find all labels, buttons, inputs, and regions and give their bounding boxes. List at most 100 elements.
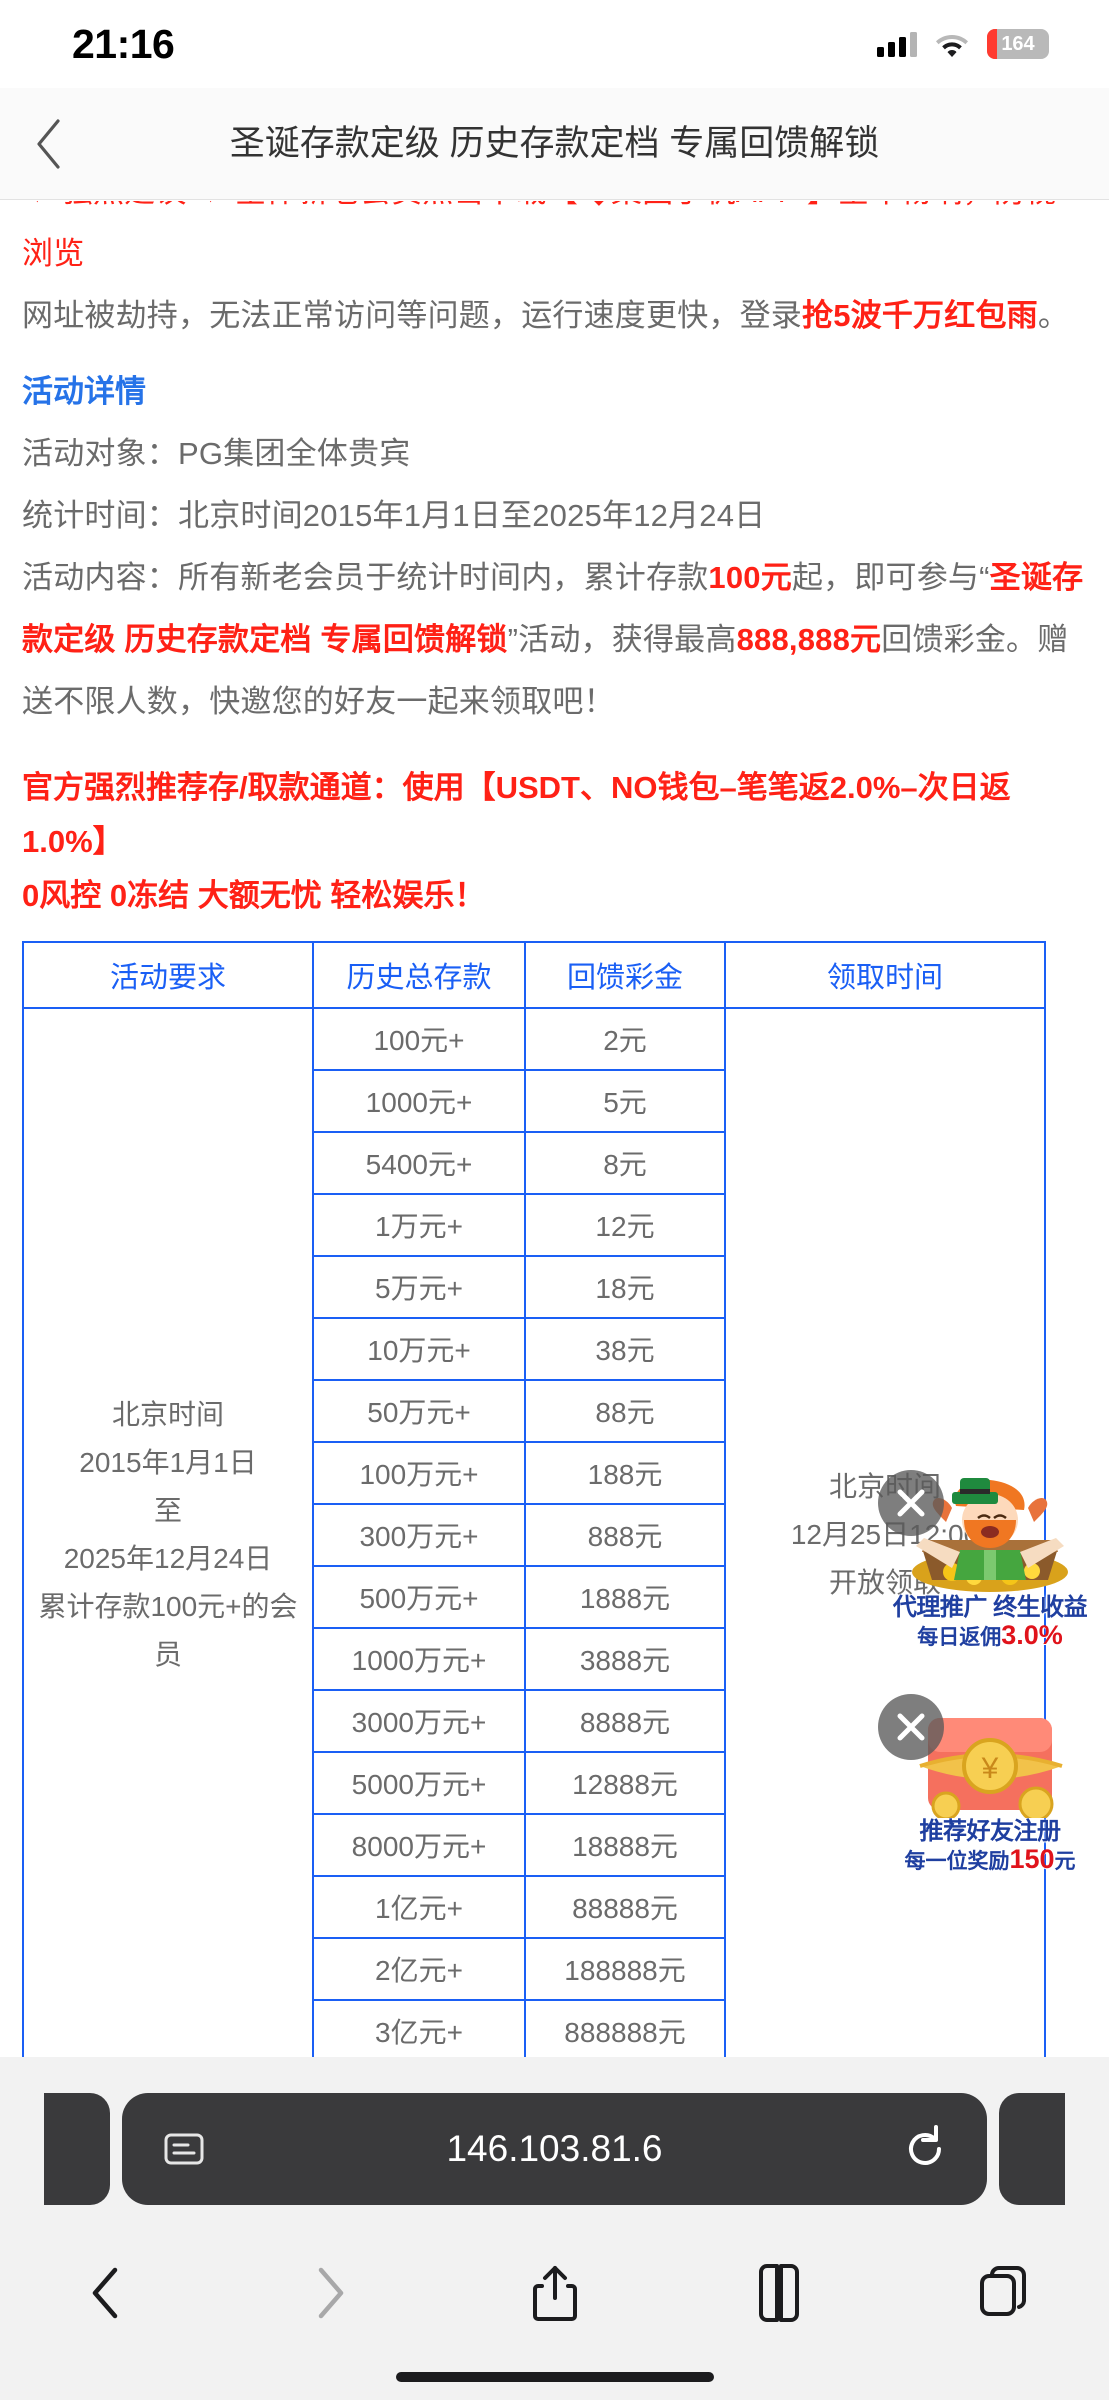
activity-target-line: 活动对象：PG集团全体贵宾 bbox=[22, 436, 411, 471]
content-hl-2: 圣诞存款定级 历史存款定档 专属回馈解锁 bbox=[22, 560, 1084, 657]
content-seg-1: 活动内容：所有新老会员于统计时间内，累计存款 bbox=[22, 560, 709, 595]
cell-total-deposit: 1000万元+ bbox=[312, 1627, 526, 1691]
table-header-row: 活动要求 历史总存款 回馈彩金 领取时间 bbox=[22, 941, 1046, 1009]
cell-total-deposit: 1000元+ bbox=[312, 1069, 526, 1133]
status-bar: 21:16 164 bbox=[0, 0, 1109, 88]
red-envelope-coin-image: ¥ bbox=[890, 1700, 1090, 1818]
cell-bonus-amount: 12888元 bbox=[524, 1751, 726, 1815]
bookmarks-icon bbox=[758, 2264, 799, 2322]
nav-forward-button[interactable] bbox=[284, 2247, 376, 2339]
clipped-promo-line: ▼ 强烈建议 ▼ 全体新老会员点击下载【 ◆集团手机APP 】全年畅响，防视浏览 bbox=[22, 201, 1087, 285]
cell-bonus-amount: 8888元 bbox=[524, 1689, 726, 1753]
cellular-signal-icon bbox=[877, 31, 917, 57]
cell-bonus-amount: 12元 bbox=[524, 1193, 726, 1257]
cell-bonus-amount: 5元 bbox=[524, 1069, 726, 1133]
promo-text-a: 网址被劫持，无法正常访问等问题，运行速度更快，登录 bbox=[22, 298, 802, 333]
forward-icon bbox=[319, 2267, 344, 2319]
cell-total-deposit: 500万元+ bbox=[312, 1565, 526, 1629]
chevron-left-icon bbox=[37, 118, 60, 169]
svg-text:¥: ¥ bbox=[981, 1752, 999, 1785]
share-icon bbox=[532, 2266, 577, 2321]
ad2-sub-pre: 每一位奖励 bbox=[904, 1850, 1010, 1873]
address-bar[interactable]: 146.103.81.6 bbox=[122, 2093, 987, 2205]
ad1-caption-sub: 每日返佣3.0% bbox=[890, 1622, 1090, 1651]
cell-activity-requirement: 北京时间 2015年1月1日至 2025年12月24日 累计存款100元+的会员 bbox=[22, 1007, 314, 2057]
table-row: 500万元+ 1888元 bbox=[23, 1565, 1045, 1629]
content-seg-4: 回馈彩金。赠送不限人数，快邀您的好友一起来领取吧！ bbox=[22, 622, 1069, 719]
table-row: 2亿元+ 188888元 bbox=[23, 1937, 1045, 2001]
cell-total-deposit: 1万元+ bbox=[312, 1193, 526, 1257]
back-button[interactable] bbox=[0, 88, 96, 200]
table-row: 5万元+ 18元 bbox=[23, 1255, 1045, 1319]
home-indicator bbox=[395, 2372, 714, 2382]
ad1-caption-main: 代理推广 终生收益 bbox=[892, 1594, 1088, 1621]
promo-paragraph: 网址被劫持，无法正常访问等问题，运行速度更快，登录抢5波千万红包雨。 bbox=[22, 285, 1087, 347]
cell-bonus-amount: 88888元 bbox=[524, 1875, 726, 1939]
wifi-icon bbox=[936, 35, 968, 57]
cell-total-deposit: 1亿元+ bbox=[312, 1875, 526, 1939]
table-row: 300万元+ 888元 bbox=[23, 1503, 1045, 1567]
ad-close-button-2[interactable] bbox=[878, 1694, 944, 1760]
risk-free-line: 0风控 0冻结 大额无忧 轻松娱乐！ bbox=[22, 878, 486, 913]
table-row: 10万元+ 38元 bbox=[23, 1317, 1045, 1381]
cell-total-deposit: 3000万元+ bbox=[312, 1689, 526, 1753]
content-seg-3: ”活动，获得最高 bbox=[507, 622, 737, 657]
cell-bonus-amount: 888888元 bbox=[524, 1999, 726, 2057]
reload-icon[interactable] bbox=[899, 2123, 951, 2175]
cell-bonus-amount: 188元 bbox=[524, 1441, 726, 1505]
recommended-channel-line: 官方强烈推荐存/取款通道：使用【USDT、NO钱包–笔笔返2.0%–次日返1.0… bbox=[22, 770, 1011, 859]
table-row: 8000万元+ 18888元 bbox=[23, 1813, 1045, 1877]
cell-bonus-amount: 2元 bbox=[524, 1007, 726, 1071]
ad2-sub-post: 元 bbox=[1054, 1850, 1076, 1873]
nav-back-button[interactable] bbox=[60, 2247, 152, 2339]
activity-stat-time-line: 统计时间：北京时间2015年1月1日至2025年12月24日 bbox=[22, 498, 766, 533]
ad1-sub-highlight: 3.0% bbox=[1001, 1620, 1063, 1650]
ad2-sub-highlight: 150 bbox=[1009, 1844, 1055, 1874]
safari-toolbar bbox=[0, 2233, 1109, 2353]
th-claim-time: 领取时间 bbox=[724, 941, 1046, 1009]
section-heading-activity-details: 活动详情 bbox=[22, 374, 146, 409]
cell-total-deposit: 5万元+ bbox=[312, 1255, 526, 1319]
cell-bonus-amount: 3888元 bbox=[524, 1627, 726, 1691]
page-header: 圣诞存款定级 历史存款定档 专属回馈解锁 bbox=[0, 88, 1109, 200]
status-indicators: 164 bbox=[877, 29, 1049, 59]
cell-bonus-amount: 88元 bbox=[524, 1379, 726, 1443]
content-seg-2: 起，即可参与“ bbox=[791, 560, 990, 595]
tabs-button[interactable] bbox=[957, 2247, 1049, 2339]
table-row: 3亿元+ 888888元 bbox=[23, 1999, 1045, 2057]
cell-total-deposit: 3亿元+ bbox=[312, 1999, 526, 2057]
prev-tab-edge[interactable] bbox=[44, 2093, 110, 2205]
table-row: 1亿元+ 88888元 bbox=[23, 1875, 1045, 1939]
promo-text-b: 。 bbox=[1037, 298, 1070, 333]
share-button[interactable] bbox=[509, 2247, 601, 2339]
cell-bonus-amount: 188888元 bbox=[524, 1937, 726, 2001]
ad2-caption-sub: 每一位奖励150元 bbox=[890, 1846, 1090, 1875]
leprechaun-treasure-image bbox=[890, 1476, 1090, 1594]
cell-total-deposit: 5400元+ bbox=[312, 1131, 526, 1195]
next-tab-edge[interactable] bbox=[999, 2093, 1065, 2205]
article-body: ▼ 强烈建议 ▼ 全体新老会员点击下载【 ◆集团手机APP 】全年畅响，防视浏览… bbox=[0, 201, 1109, 2057]
cell-bonus-amount: 8元 bbox=[524, 1131, 726, 1195]
floating-ad-agent-promo[interactable]: 代理推广 终生收益 每日返佣3.0% bbox=[878, 1470, 1090, 1651]
floating-ad-referral[interactable]: ¥ 推荐好友注册 每一位奖励150元 bbox=[878, 1694, 1090, 1875]
ad-close-button-1[interactable] bbox=[878, 1470, 944, 1536]
ad2-caption-main: 推荐好友注册 bbox=[919, 1818, 1062, 1845]
page-title: 圣诞存款定级 历史存款定档 专属回馈解锁 bbox=[229, 123, 880, 163]
table-row: 100万元+ 188元 bbox=[23, 1441, 1045, 1505]
cell-total-deposit: 300万元+ bbox=[312, 1503, 526, 1567]
table-row: 5400元+ 8元 bbox=[23, 1131, 1045, 1195]
content-hl-3: 888,888元 bbox=[736, 622, 882, 657]
url-text: 146.103.81.6 bbox=[446, 2128, 663, 2169]
bookmarks-button[interactable] bbox=[733, 2247, 825, 2339]
reader-view-icon[interactable] bbox=[158, 2123, 210, 2175]
safari-bottom-chrome: 146.103.81.6 bbox=[0, 2057, 1109, 2400]
cell-total-deposit: 100元+ bbox=[312, 1007, 526, 1071]
clipped-promo-text: ▼ 强烈建议 ▼ 全体新老会员点击下载【 ◆集团手机APP 】全年畅响，防视浏览 bbox=[22, 201, 1056, 271]
activity-content-paragraph: 活动内容：所有新老会员于统计时间内，累计存款100元起，即可参与“圣诞存款定级 … bbox=[22, 547, 1087, 733]
url-bar-row: 146.103.81.6 bbox=[0, 2093, 1109, 2205]
cell-bonus-amount: 18元 bbox=[524, 1255, 726, 1319]
cell-total-deposit: 10万元+ bbox=[312, 1317, 526, 1381]
th-total-deposit: 历史总存款 bbox=[312, 941, 526, 1009]
bonus-tier-table: 活动要求 历史总存款 回馈彩金 领取时间 北京时间 2015年1月1日至 2025年… bbox=[22, 941, 1046, 2057]
